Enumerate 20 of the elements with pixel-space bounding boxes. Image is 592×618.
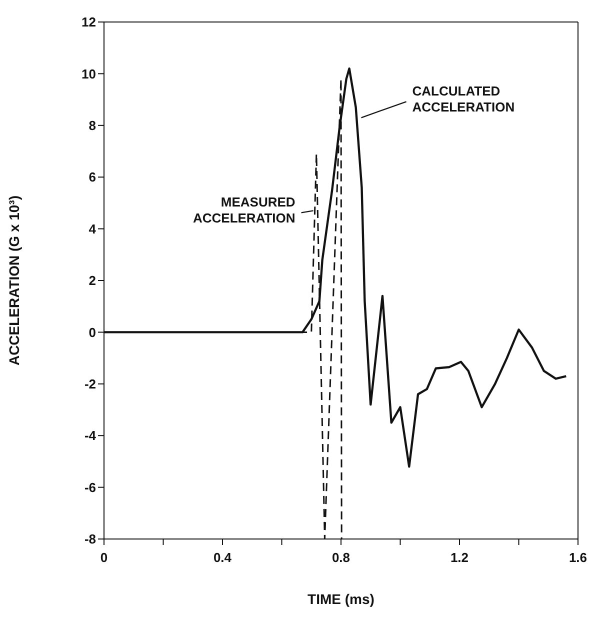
y-tick-label: 0 bbox=[88, 324, 96, 340]
y-tick-label: -2 bbox=[84, 376, 96, 392]
y-tick-label: -6 bbox=[84, 480, 96, 495]
y-tick-label: 4 bbox=[88, 221, 97, 236]
y-tick-label: 6 bbox=[88, 170, 96, 185]
annotation: MEASURED ACCELERATION bbox=[192, 194, 296, 226]
y-tick-label: 8 bbox=[88, 118, 96, 134]
x-tick-label: 0 bbox=[100, 550, 108, 566]
y-tick-label: 2 bbox=[88, 273, 96, 288]
y-axis-title: ACCELERATION (G x 10³) bbox=[6, 195, 22, 366]
x-tick-label: 0.4 bbox=[213, 550, 232, 566]
y-tick-label: -4 bbox=[84, 428, 97, 444]
y-tick-label: 10 bbox=[82, 66, 96, 82]
x-tick-label: 1.2 bbox=[450, 550, 469, 566]
y-tick-label: -8 bbox=[84, 532, 96, 547]
x-axis-title: TIME (ms) bbox=[308, 591, 374, 607]
annotation: CALCULATED ACCELERATION bbox=[412, 84, 515, 115]
x-tick-label: 1.6 bbox=[568, 550, 588, 566]
x-tick-label: 0.8 bbox=[332, 550, 350, 566]
y-tick-label: 12 bbox=[82, 14, 96, 30]
